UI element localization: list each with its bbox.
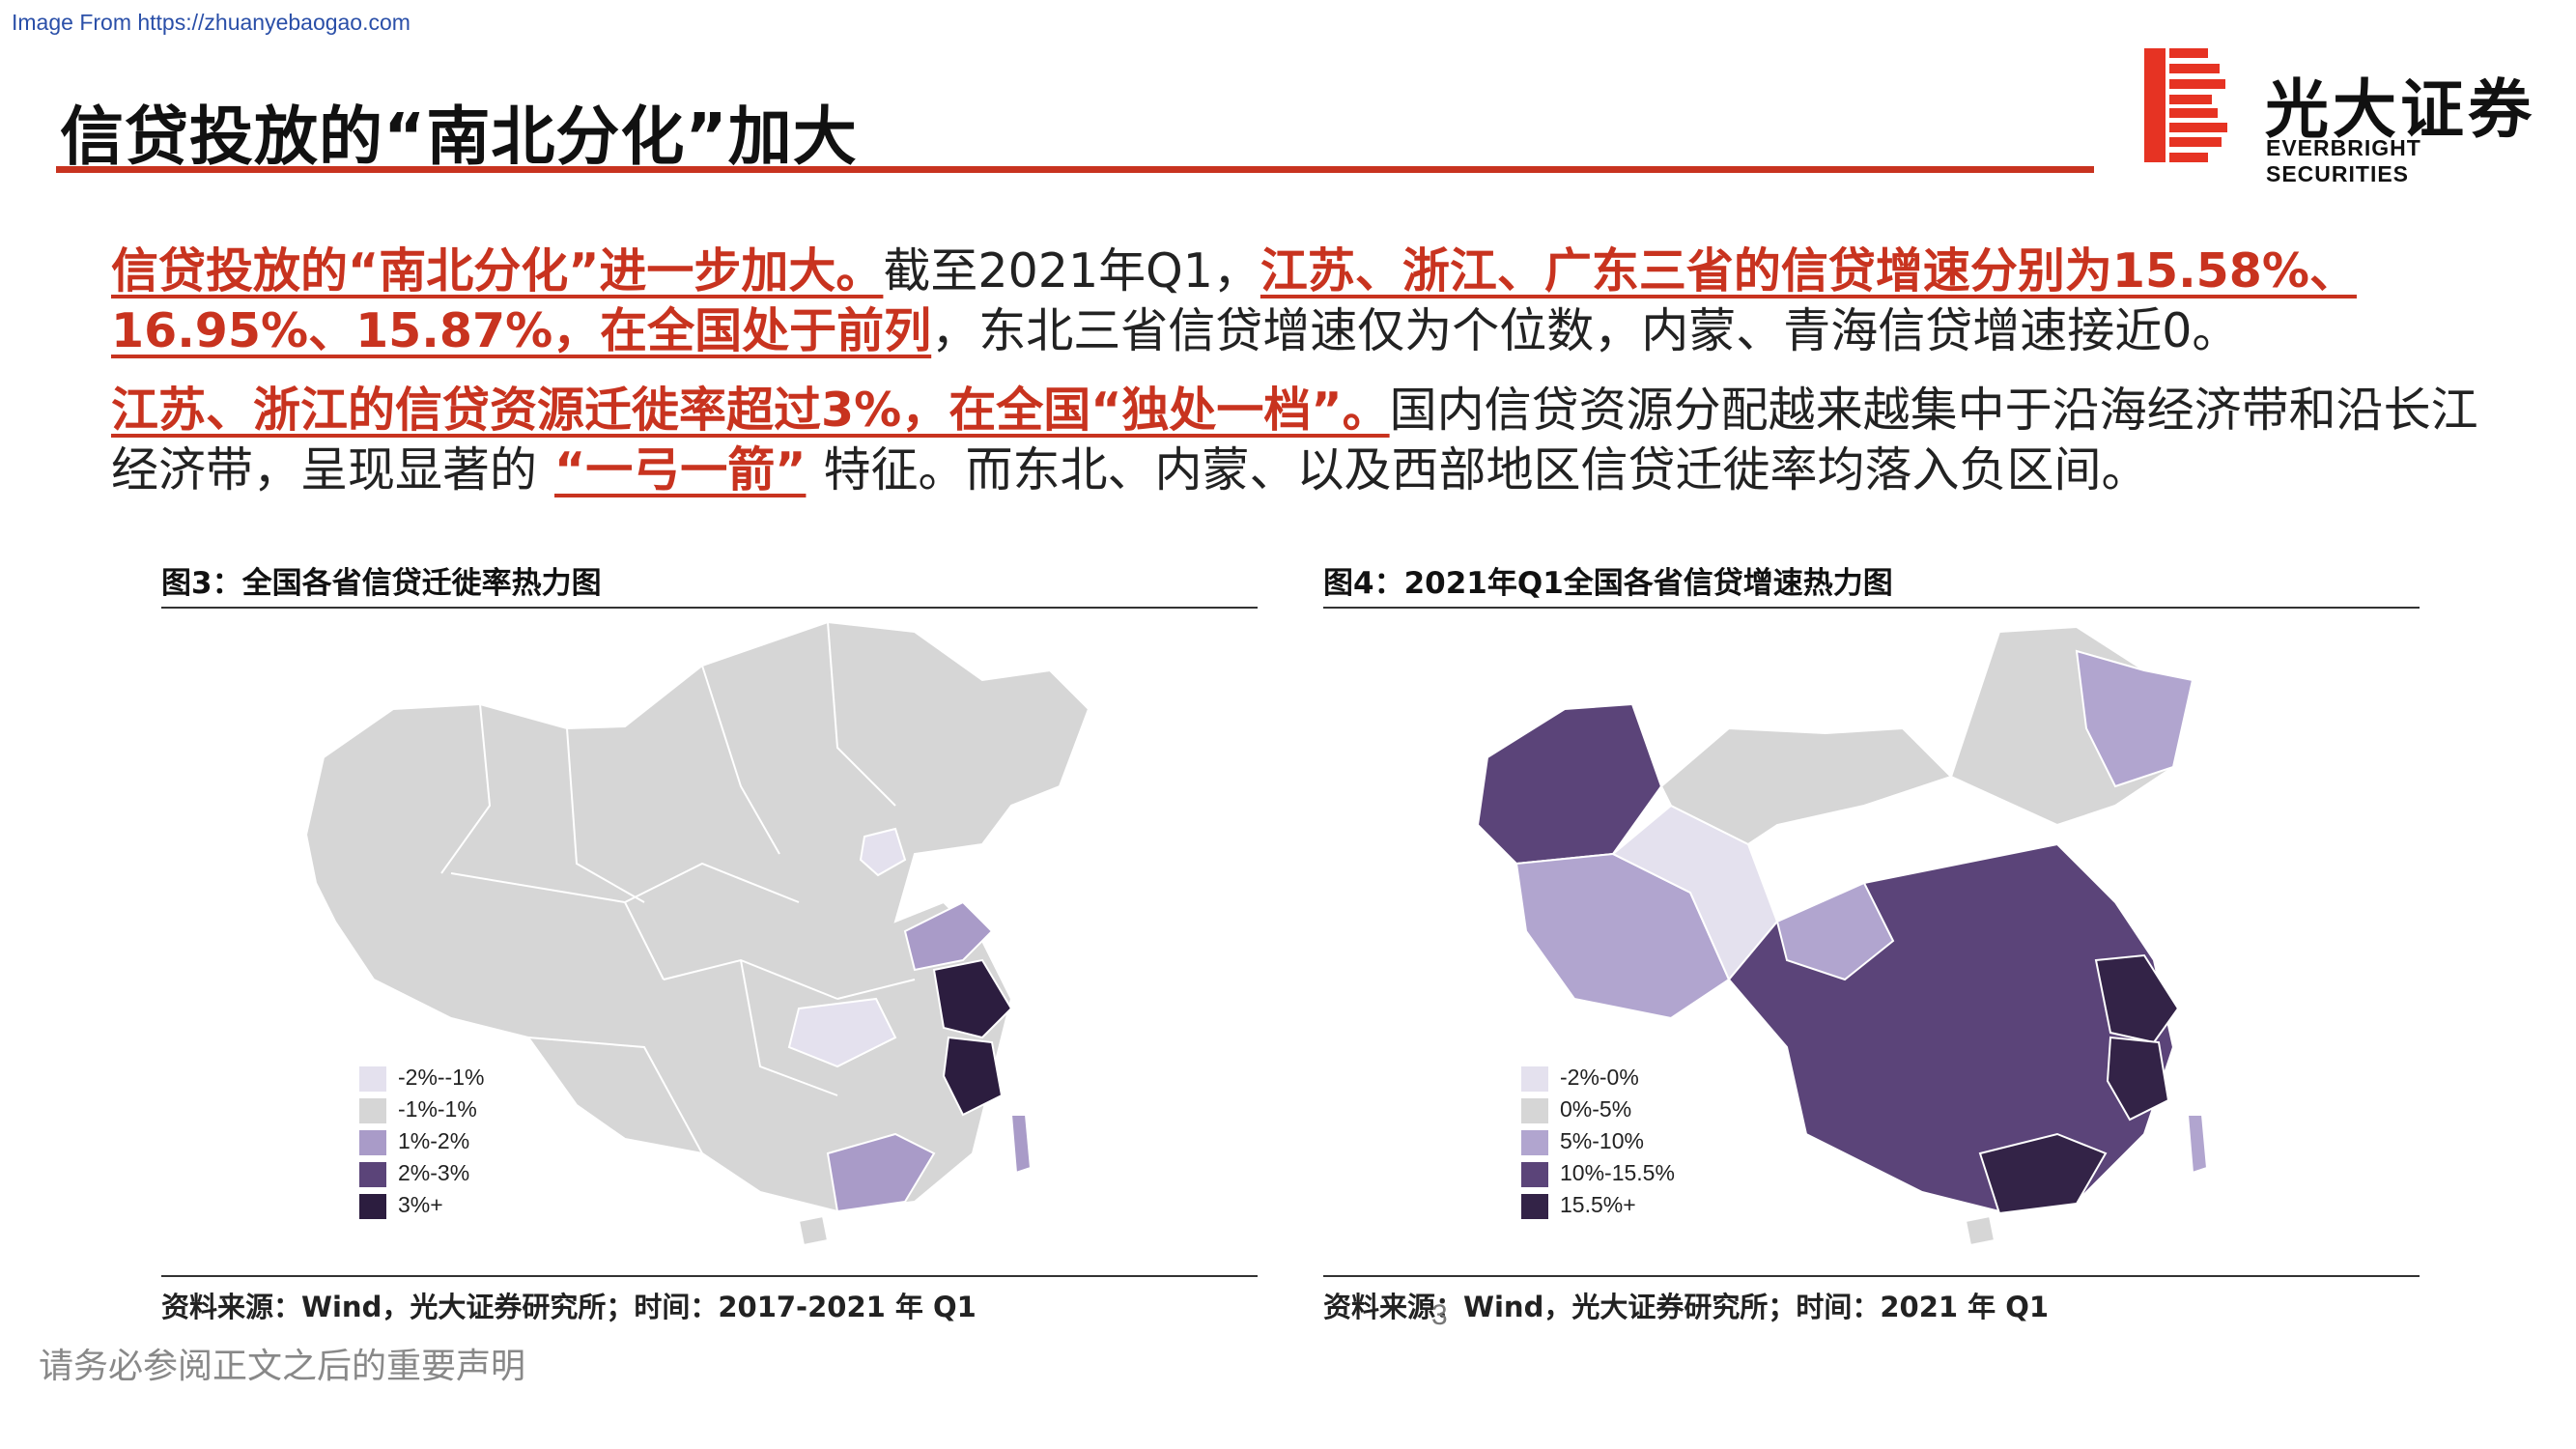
map-region-heilongjiang bbox=[2075, 649, 2194, 788]
brand-name-cn: 光大证券 bbox=[2265, 72, 2535, 147]
body-text-run: 特征。而东北、内蒙、以及西部地区信贷迁徙率均落入负区间。 bbox=[823, 442, 2149, 497]
figure-caption: 图4：2021年Q1全国各省信贷增速热力图 bbox=[1323, 566, 1893, 601]
legend-swatch bbox=[1521, 1162, 1548, 1187]
figure-migration-heatmap: 图3：全国各省信贷迁徙率热力图 -2%--1% -1%-1% 1%-2% 2%-3% 3… bbox=[161, 558, 1258, 1323]
highlight-text: 信贷投放的“南北分化”进一步加大。 bbox=[111, 243, 884, 298]
legend-swatch bbox=[359, 1130, 386, 1155]
map-region-sichuan bbox=[1775, 881, 1895, 981]
legend-label: -1%-1% bbox=[398, 1096, 477, 1122]
map-region-guangdong bbox=[1978, 1132, 2108, 1215]
map-region-taiwan bbox=[1009, 1114, 1033, 1175]
body-text: 信贷投放的“南北分化”进一步加大。截至2021年Q1，江苏、浙江、广东三省的信贷… bbox=[111, 242, 2497, 520]
legend-swatch bbox=[359, 1066, 386, 1092]
figure-top-rule bbox=[161, 607, 1258, 609]
map-region-beijing bbox=[859, 827, 907, 877]
map-region-hainan bbox=[1964, 1214, 1996, 1247]
legend-label: 3%+ bbox=[398, 1192, 443, 1217]
everbright-logo-icon bbox=[2144, 48, 2227, 162]
map-region-jiangsu bbox=[932, 958, 1013, 1039]
paragraph-2: 江苏、浙江的信贷资源迁徙率超过3%，在全国“独处一档”。国内信贷资源分配越来越集… bbox=[111, 381, 2497, 500]
map-region-jiangsu bbox=[2094, 953, 2180, 1044]
map-region-hainan bbox=[797, 1214, 830, 1247]
map-border-lines bbox=[440, 621, 916, 1154]
figure-top-rule bbox=[1323, 607, 2420, 609]
legend-label: 2%-3% bbox=[398, 1160, 470, 1185]
legend-label: 0%-5% bbox=[1560, 1096, 1632, 1122]
legend-label: 15.5%+ bbox=[1560, 1192, 1636, 1217]
source-watermark: Image From https://zhuanyebaogao.com bbox=[12, 10, 410, 35]
map-region-shandong bbox=[903, 900, 994, 972]
highlight-text: “一弓一箭” bbox=[554, 442, 807, 497]
figure-source: 资料来源：Wind，光大证券研究所；时间：2021 年 Q1 bbox=[1323, 1291, 2050, 1323]
footer-disclaimer: 请务必参阅正文之后的重要声明 bbox=[39, 1347, 526, 1386]
figure-bottom-rule bbox=[1323, 1275, 2420, 1277]
map-legend bbox=[359, 1066, 386, 1219]
map-region-zhejiang bbox=[2106, 1036, 2170, 1122]
highlight-text: 江苏、浙江、广东三省的信贷增速分别为15.58%、16.95%、15.87%，在… bbox=[111, 243, 2357, 358]
brand-name-en: EVERBRIGHT SECURITIES bbox=[2266, 135, 2421, 186]
brand-logo: 光大证券 EVERBRIGHT SECURITIES bbox=[2144, 48, 2550, 186]
map-region-central bbox=[787, 997, 897, 1068]
body-text-run: 截至2021年Q1， bbox=[883, 243, 1260, 298]
page-number: 3 bbox=[1431, 1299, 1448, 1331]
map-region-xinjiang bbox=[1476, 702, 1663, 866]
legend-swatch bbox=[1521, 1130, 1548, 1155]
figure-growth-heatmap: 图4：2021年Q1全国各省信贷增速热力图 -2%-0% 0%-5% 5%-10% 1… bbox=[1323, 558, 2420, 1323]
legend-swatch bbox=[359, 1194, 386, 1219]
title-divider bbox=[56, 166, 2094, 173]
page-title: 信贷投放的“南北分化”加大 bbox=[60, 99, 858, 174]
figure-caption: 图3：全国各省信贷迁徙率热力图 bbox=[161, 566, 602, 601]
figure-source: 资料来源：Wind，光大证券研究所；时间：2017-2021 年 Q1 bbox=[161, 1291, 977, 1323]
legend-swatch bbox=[359, 1162, 386, 1187]
china-heatmap-1 bbox=[304, 620, 1090, 1247]
legend-swatch bbox=[359, 1098, 386, 1123]
china-heatmap-2 bbox=[1476, 625, 2209, 1247]
map-region-zhejiang bbox=[942, 1036, 1004, 1117]
map-region-taiwan bbox=[2186, 1114, 2209, 1175]
body-text-run: ，东北三省信贷增速仅为个位数，内蒙、青海信贷增速接近0。 bbox=[931, 303, 2240, 358]
map-region-guangdong bbox=[826, 1132, 936, 1213]
legend-label: 5%-10% bbox=[1560, 1128, 1644, 1153]
body-text-run: 国内信贷资源分配越来越集中于沿海经济带和沿长江经济带，呈现显著的 bbox=[111, 383, 2478, 497]
map-legend bbox=[1521, 1066, 1548, 1219]
legend-label: 10%-15.5% bbox=[1560, 1160, 1675, 1185]
map-region-north bbox=[1659, 726, 1953, 846]
legend-label: 1%-2% bbox=[398, 1128, 470, 1153]
map-region-central-south bbox=[1727, 842, 2175, 1213]
highlight-text: 江苏、浙江的信贷资源迁徙率超过3%，在全国“独处一档”。 bbox=[111, 383, 1390, 438]
paragraph-1: 信贷投放的“南北分化”进一步加大。截至2021年Q1，江苏、浙江、广东三省的信贷… bbox=[111, 242, 2497, 361]
legend-label: -2%-0% bbox=[1560, 1065, 1639, 1090]
legend-swatch bbox=[1521, 1098, 1548, 1123]
legend-swatch bbox=[1521, 1194, 1548, 1219]
figure-bottom-rule bbox=[161, 1275, 1258, 1277]
legend-swatch bbox=[1521, 1066, 1548, 1092]
legend-label: -2%--1% bbox=[398, 1065, 485, 1090]
